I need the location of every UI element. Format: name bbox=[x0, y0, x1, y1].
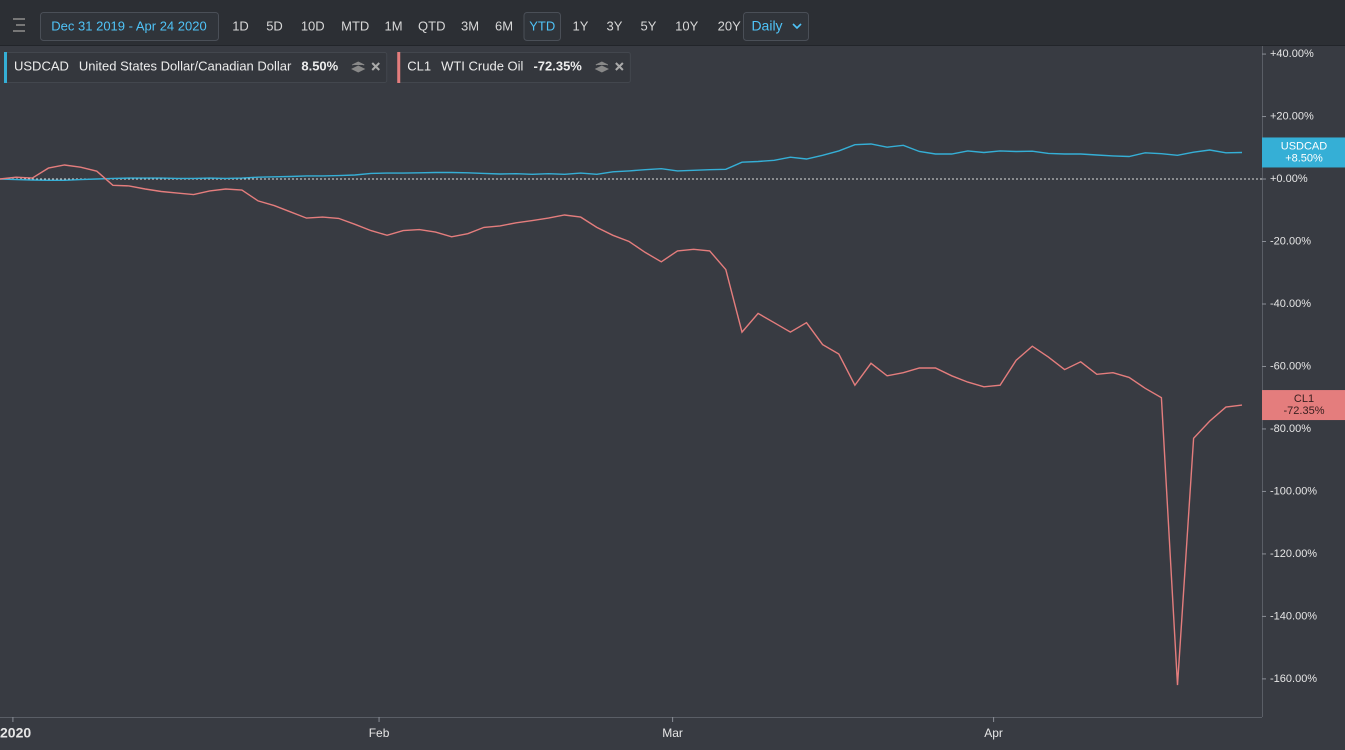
y-tick-label: -140.00% bbox=[1270, 610, 1317, 622]
range-button[interactable]: YTD bbox=[529, 18, 555, 33]
toolbar bbox=[0, 0, 1345, 45]
x-tick-label: 2020 bbox=[0, 725, 31, 741]
series-line bbox=[0, 143, 1243, 181]
legend-symbol: USDCAD bbox=[14, 58, 69, 73]
range-button[interactable]: 10Y bbox=[675, 18, 698, 33]
range-button[interactable]: QTD bbox=[418, 18, 445, 33]
legend-color-bar bbox=[397, 52, 401, 83]
y-tick-label: +40.00% bbox=[1270, 48, 1314, 60]
tag-name: USDCAD bbox=[1281, 140, 1328, 152]
last-value-tag bbox=[1262, 390, 1345, 421]
layers-icon[interactable] bbox=[351, 61, 366, 73]
range-button[interactable]: 20Y bbox=[718, 18, 741, 33]
range-button[interactable]: 3M bbox=[461, 18, 479, 33]
date-range-box[interactable] bbox=[40, 12, 219, 41]
close-icon[interactable] bbox=[371, 62, 380, 71]
series-line bbox=[0, 164, 1243, 686]
y-tick-label: -100.00% bbox=[1270, 485, 1317, 497]
legend-value: 8.50% bbox=[301, 58, 338, 73]
x-tick-label: Mar bbox=[662, 726, 683, 740]
dropdown-arrow[interactable] bbox=[792, 23, 802, 30]
legend-value: -72.35% bbox=[533, 58, 582, 73]
range-button[interactable]: 3Y bbox=[607, 18, 623, 33]
y-tick-label: +20.00% bbox=[1270, 110, 1314, 122]
range-button[interactable]: MTD bbox=[341, 18, 369, 33]
legend-symbol: CL1 bbox=[407, 58, 431, 73]
y-tick-label: -160.00% bbox=[1270, 673, 1317, 685]
y-tick-label: -120.00% bbox=[1270, 548, 1317, 560]
y-tick-label: -80.00% bbox=[1270, 423, 1311, 435]
x-tick-label: Feb bbox=[369, 726, 390, 740]
tag-value: +8.50% bbox=[1285, 152, 1323, 164]
legend-description: WTI Crude Oil bbox=[441, 58, 523, 73]
interval[interactable]: Daily bbox=[751, 18, 782, 34]
y-tick-label: -20.00% bbox=[1270, 235, 1311, 247]
legend-description: United States Dollar/Canadian Dollar bbox=[79, 58, 292, 73]
interval-box[interactable] bbox=[743, 12, 809, 41]
menu-icon[interactable] bbox=[13, 18, 25, 32]
button-active-box[interactable] bbox=[523, 12, 561, 41]
legend-chip[interactable]: USDCAD United States Dollar/Canadian Doll… bbox=[14, 58, 380, 73]
layers-icon[interactable] bbox=[594, 61, 609, 73]
date-range[interactable]: Dec 31 2019 - Apr 24 2020 bbox=[51, 18, 206, 33]
range-button[interactable]: 1D bbox=[232, 18, 249, 33]
y-tick-label: -40.00% bbox=[1270, 298, 1311, 310]
legend-chip[interactable]: CL1 WTI Crude Oil -72.35% bbox=[407, 58, 624, 73]
range-button[interactable]: 1Y bbox=[573, 18, 589, 33]
y-tick-label: -60.00% bbox=[1270, 360, 1311, 372]
range-button[interactable]: 1M bbox=[384, 18, 402, 33]
range-button[interactable]: 5Y bbox=[641, 18, 657, 33]
range-button[interactable]: 10D bbox=[301, 18, 325, 33]
last-value-tag bbox=[1262, 137, 1345, 168]
close-icon[interactable] bbox=[615, 62, 624, 71]
x-tick-label: Apr bbox=[984, 726, 1003, 740]
legend-color-bar bbox=[4, 52, 7, 83]
range-button[interactable]: 6M bbox=[495, 18, 513, 33]
y-tick-label: +0.00% bbox=[1270, 173, 1308, 185]
tag-name: CL1 bbox=[1294, 393, 1314, 405]
tag-value: -72.35% bbox=[1284, 405, 1325, 417]
range-button[interactable]: 5D bbox=[266, 18, 283, 33]
